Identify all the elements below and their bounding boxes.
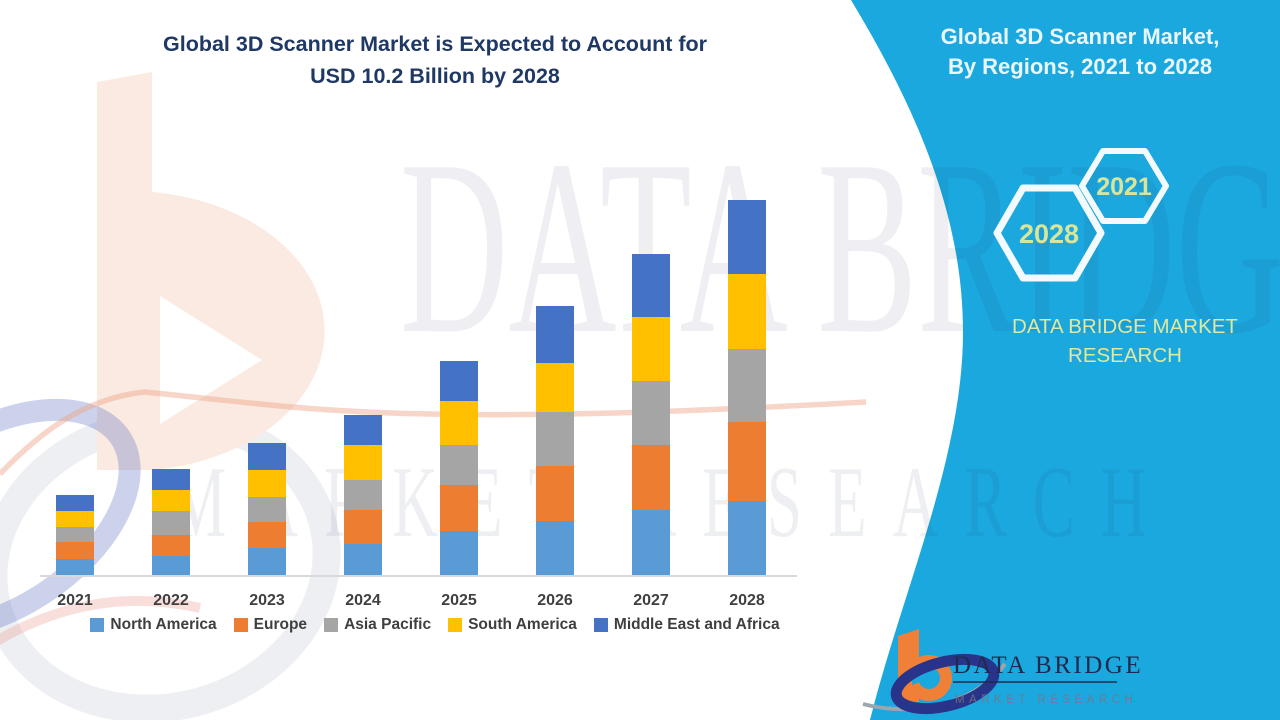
legend: North America Europe Asia Pacific South Ame…	[40, 616, 830, 634]
bar-segment-2028-europe	[728, 422, 766, 501]
bar-segment-2024-europe	[344, 510, 382, 545]
legend-item-south-america: South America	[448, 616, 577, 634]
bar-segment-2021-south-america	[56, 510, 94, 527]
bar-segment-2028-middle-east-and-africa	[728, 199, 766, 275]
bar-segment-2028-asia-pacific	[728, 349, 766, 423]
x-axis-label-2025: 2025	[441, 592, 477, 609]
bar-segment-2028-south-america	[728, 274, 766, 350]
x-axis-line	[40, 575, 797, 577]
bar-segment-2023-south-america	[248, 470, 286, 497]
x-axis-label-2028: 2028	[729, 592, 765, 609]
bar-segment-2022-north-america	[152, 555, 190, 575]
x-axis-label-2027: 2027	[633, 592, 669, 609]
x-axis-label-2024: 2024	[345, 592, 381, 609]
legend-label: South America	[468, 616, 577, 633]
x-axis-label-2023: 2023	[249, 592, 285, 609]
bar-segment-2025-south-america	[440, 401, 478, 446]
chart-title-line1: Global 3D Scanner Market is Expected to …	[163, 32, 707, 56]
bar-segment-2021-middle-east-and-africa	[56, 495, 94, 511]
bar-segment-2021-north-america	[56, 559, 94, 575]
bar-segment-2023-middle-east-and-africa	[248, 442, 286, 471]
bar-segment-2026-europe	[536, 466, 574, 522]
bar-segment-2022-middle-east-and-africa	[152, 469, 190, 491]
legend-item-europe: Europe	[233, 616, 308, 634]
watermark-blue-swoosh-icon	[0, 398, 141, 642]
legend-swatch-icon	[593, 618, 608, 632]
legend-swatch-icon	[90, 618, 105, 632]
bar-segment-2024-asia-pacific	[344, 479, 382, 511]
chart-title-line2: USD 10.2 Billion by 2028	[310, 64, 560, 88]
cyan-panel-shape	[851, 0, 1280, 720]
legend-item-middle-east-and-africa: Middle East and Africa	[593, 616, 780, 634]
watermark-salmon-curve-icon	[0, 389, 867, 476]
legend-item-asia-pacific: Asia Pacific	[324, 616, 431, 634]
bar-segment-2024-south-america	[344, 444, 382, 480]
watermark-b-notch	[160, 296, 262, 424]
bar-segment-2022-asia-pacific	[152, 511, 190, 535]
legend-swatch-icon	[448, 618, 463, 632]
bar-segment-2027-south-america	[632, 316, 670, 381]
watermark-red-arc-icon	[0, 595, 202, 645]
chart-title: Global 3D Scanner Market is Expected to …	[90, 28, 780, 92]
bar-segment-2026-north-america	[536, 521, 574, 575]
bar-segment-2021-europe	[56, 541, 94, 560]
bar-segment-2027-asia-pacific	[632, 380, 670, 446]
bar-segment-2024-north-america	[344, 544, 382, 575]
bar-segment-2026-south-america	[536, 363, 574, 413]
legend-label: Europe	[253, 616, 308, 633]
bar-segment-2027-middle-east-and-africa	[632, 254, 670, 317]
x-axis-label-2026: 2026	[537, 592, 573, 609]
bar-segment-2023-asia-pacific	[248, 496, 286, 523]
bar-segment-2027-europe	[632, 445, 670, 511]
bar-segment-2027-north-america	[632, 510, 670, 575]
bar-segment-2025-middle-east-and-africa	[440, 360, 478, 402]
bar-segment-2023-europe	[248, 522, 286, 548]
legend-label: Middle East and Africa	[613, 616, 780, 633]
legend-label: Asia Pacific	[344, 616, 432, 633]
bar-segment-2026-asia-pacific	[536, 412, 574, 467]
legend-label: North America	[110, 616, 217, 633]
bar-segment-2023-north-america	[248, 547, 286, 575]
legend-swatch-icon	[233, 618, 248, 632]
bar-segment-2028-north-america	[728, 500, 766, 575]
bar-segment-2024-middle-east-and-africa	[344, 415, 382, 445]
bar-segment-2026-middle-east-and-africa	[536, 306, 574, 364]
bar-segment-2021-asia-pacific	[56, 526, 94, 542]
bar-segment-2025-europe	[440, 485, 478, 531]
watermark-b-stem-icon	[97, 72, 152, 470]
x-axis-label-2021: 2021	[57, 592, 93, 609]
bar-segment-2022-south-america	[152, 490, 190, 512]
legend-swatch-icon	[324, 618, 339, 632]
bar-segment-2025-asia-pacific	[440, 445, 478, 486]
bar-segment-2025-north-america	[440, 530, 478, 575]
x-axis-label-2022: 2022	[153, 592, 189, 609]
legend-item-north-america: North America	[90, 616, 217, 634]
bar-segment-2022-europe	[152, 534, 190, 556]
